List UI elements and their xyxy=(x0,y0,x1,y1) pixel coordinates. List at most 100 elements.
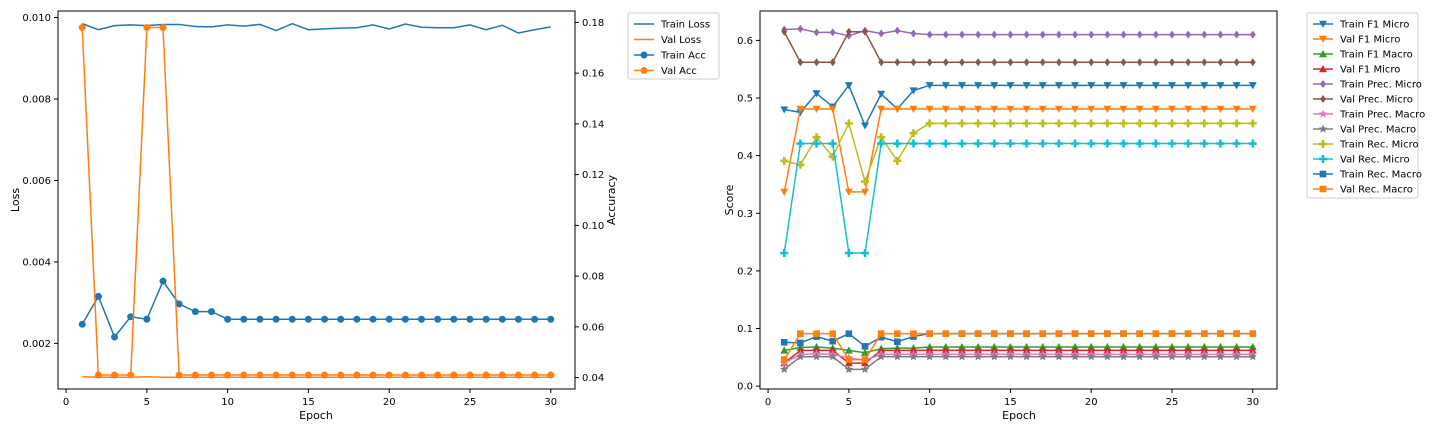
data-point-val-rec-micro xyxy=(877,139,886,148)
series-train-rec-micro xyxy=(780,119,1257,186)
x-tick-label: 5 xyxy=(144,397,150,408)
data-point-val-acc xyxy=(175,371,183,379)
data-point-train-f1-micro xyxy=(861,122,870,130)
data-point-val-prec-micro xyxy=(1055,58,1062,67)
x-tick-label: 25 xyxy=(1166,397,1179,408)
data-point-val-rec-macro xyxy=(1217,330,1224,337)
y-tick-label: 0.002 xyxy=(22,339,51,350)
data-point-val-rec-macro xyxy=(1233,330,1240,337)
data-point-train-rec-macro xyxy=(780,339,788,346)
data-point-val-acc xyxy=(498,371,506,379)
data-point-val-prec-macro xyxy=(1183,352,1193,361)
data-point-val-prec-micro xyxy=(878,58,885,67)
data-point-val-acc xyxy=(434,371,442,379)
data-point-val-acc xyxy=(385,371,393,379)
data-point-val-prec-micro xyxy=(958,58,965,67)
data-point-val-rec-macro xyxy=(926,330,933,337)
data-point-val-prec-micro xyxy=(1072,58,1079,67)
data-point-val-acc xyxy=(418,371,426,379)
left-x-axis-label: Epoch xyxy=(299,409,333,422)
data-point-train-prec-micro xyxy=(910,29,917,38)
legend-label: Val Rec. Macro xyxy=(1340,185,1413,196)
data-point-val-acc xyxy=(337,371,345,379)
data-point-val-prec-macro xyxy=(796,352,805,361)
data-point-train-acc xyxy=(288,315,296,323)
data-point-val-rec-macro xyxy=(1023,330,1030,337)
data-point-train-prec-micro xyxy=(878,29,885,38)
data-point-train-prec-micro xyxy=(797,24,804,33)
data-point-val-rec-macro xyxy=(974,330,982,337)
y-tick-label: 0.1 xyxy=(737,324,753,335)
data-point-val-acc xyxy=(531,371,539,379)
series-line-val-f1-micro xyxy=(783,108,1253,193)
data-point-train-prec-micro xyxy=(1233,30,1240,39)
data-point-val-acc xyxy=(466,371,474,379)
data-point-train-prec-micro xyxy=(1249,30,1256,39)
data-point-train-prec-micro xyxy=(813,28,820,37)
data-point-train-acc xyxy=(272,315,280,323)
series-line-val-prec-macro xyxy=(783,355,1253,371)
data-point-train-acc xyxy=(175,300,183,308)
data-point-val-acc xyxy=(143,23,151,31)
data-point-val-f1-micro xyxy=(1135,105,1144,113)
right-y-axis-label: Score xyxy=(723,184,736,215)
data-point-train-acc xyxy=(531,315,539,323)
data-point-val-rec-macro xyxy=(1168,330,1176,337)
loss-accuracy-chart: 0 5 10 15 20 25 30 0.002 0.004 0.006 0.008 0.010 0… xyxy=(9,10,720,422)
left-plot-frame xyxy=(57,10,576,390)
data-point-val-prec-macro xyxy=(1232,352,1241,361)
data-point-val-rec-macro xyxy=(1007,330,1014,337)
x-tick-label: 10 xyxy=(221,397,234,408)
data-point-train-rec-micro xyxy=(861,177,870,186)
data-point-val-rec-micro xyxy=(1119,139,1128,148)
data-point-train-prec-micro xyxy=(1201,30,1208,39)
legend-swatch-marker xyxy=(1319,50,1327,58)
right-plot-frame xyxy=(759,10,1278,390)
legend-label: Val Acc xyxy=(661,66,697,77)
data-point-train-prec-micro xyxy=(942,30,949,39)
right-x-ticks: 0 5 10 15 20 25 30 xyxy=(765,389,1259,408)
data-point-val-rec-micro xyxy=(941,139,950,148)
data-point-val-prec-micro xyxy=(813,58,820,67)
series-line-val-f1-micro xyxy=(783,349,1253,364)
data-point-val-rec-macro xyxy=(1200,330,1208,337)
data-point-val-rec-micro xyxy=(844,249,853,258)
legend-label: Train F1 Micro xyxy=(1339,20,1409,31)
data-point-val-prec-macro xyxy=(844,364,854,374)
data-point-val-prec-micro xyxy=(1007,58,1014,67)
legend-swatch-marker xyxy=(1318,124,1328,133)
data-point-val-f1-micro xyxy=(1248,105,1257,113)
data-point-val-prec-micro xyxy=(1233,58,1240,67)
legend-label: Val F1 Micro xyxy=(1340,65,1400,76)
data-point-train-rec-micro xyxy=(1038,119,1047,128)
legend-item-val-loss: Val Loss xyxy=(634,35,701,46)
legend-swatch-marker xyxy=(1319,140,1327,148)
data-point-train-f1-micro xyxy=(780,106,789,114)
data-point-val-f1-micro xyxy=(925,105,934,113)
data-point-val-prec-micro xyxy=(926,58,933,67)
data-point-train-rec-micro xyxy=(1054,119,1063,128)
data-point-train-rec-macro xyxy=(797,339,804,347)
y-tick-label: 0.5 xyxy=(737,94,753,105)
y2-tick-label: 0.08 xyxy=(582,272,604,283)
y-tick-label: 0.004 xyxy=(22,257,51,268)
data-point-val-f1-micro xyxy=(957,105,966,113)
data-point-train-rec-macro xyxy=(845,330,853,337)
data-point-train-acc xyxy=(240,315,248,323)
data-point-val-acc xyxy=(304,371,312,379)
data-point-val-f1-micro xyxy=(877,105,886,113)
legend-swatch-marker xyxy=(1319,20,1327,28)
data-point-val-prec-macro xyxy=(989,352,999,361)
data-point-val-rec-micro xyxy=(957,139,966,148)
data-point-val-prec-micro xyxy=(1088,58,1095,67)
data-point-train-acc xyxy=(337,315,345,323)
data-point-val-rec-micro xyxy=(1038,139,1047,148)
y-tick-label: 0.0 xyxy=(737,382,753,393)
data-point-val-rec-micro xyxy=(1151,139,1160,148)
data-point-val-prec-macro xyxy=(909,352,918,361)
data-point-val-rec-macro xyxy=(942,330,950,337)
data-point-train-acc xyxy=(450,315,458,323)
right-series-group xyxy=(779,24,1258,374)
series-train-acc xyxy=(78,277,555,341)
data-point-train-acc xyxy=(224,315,232,323)
